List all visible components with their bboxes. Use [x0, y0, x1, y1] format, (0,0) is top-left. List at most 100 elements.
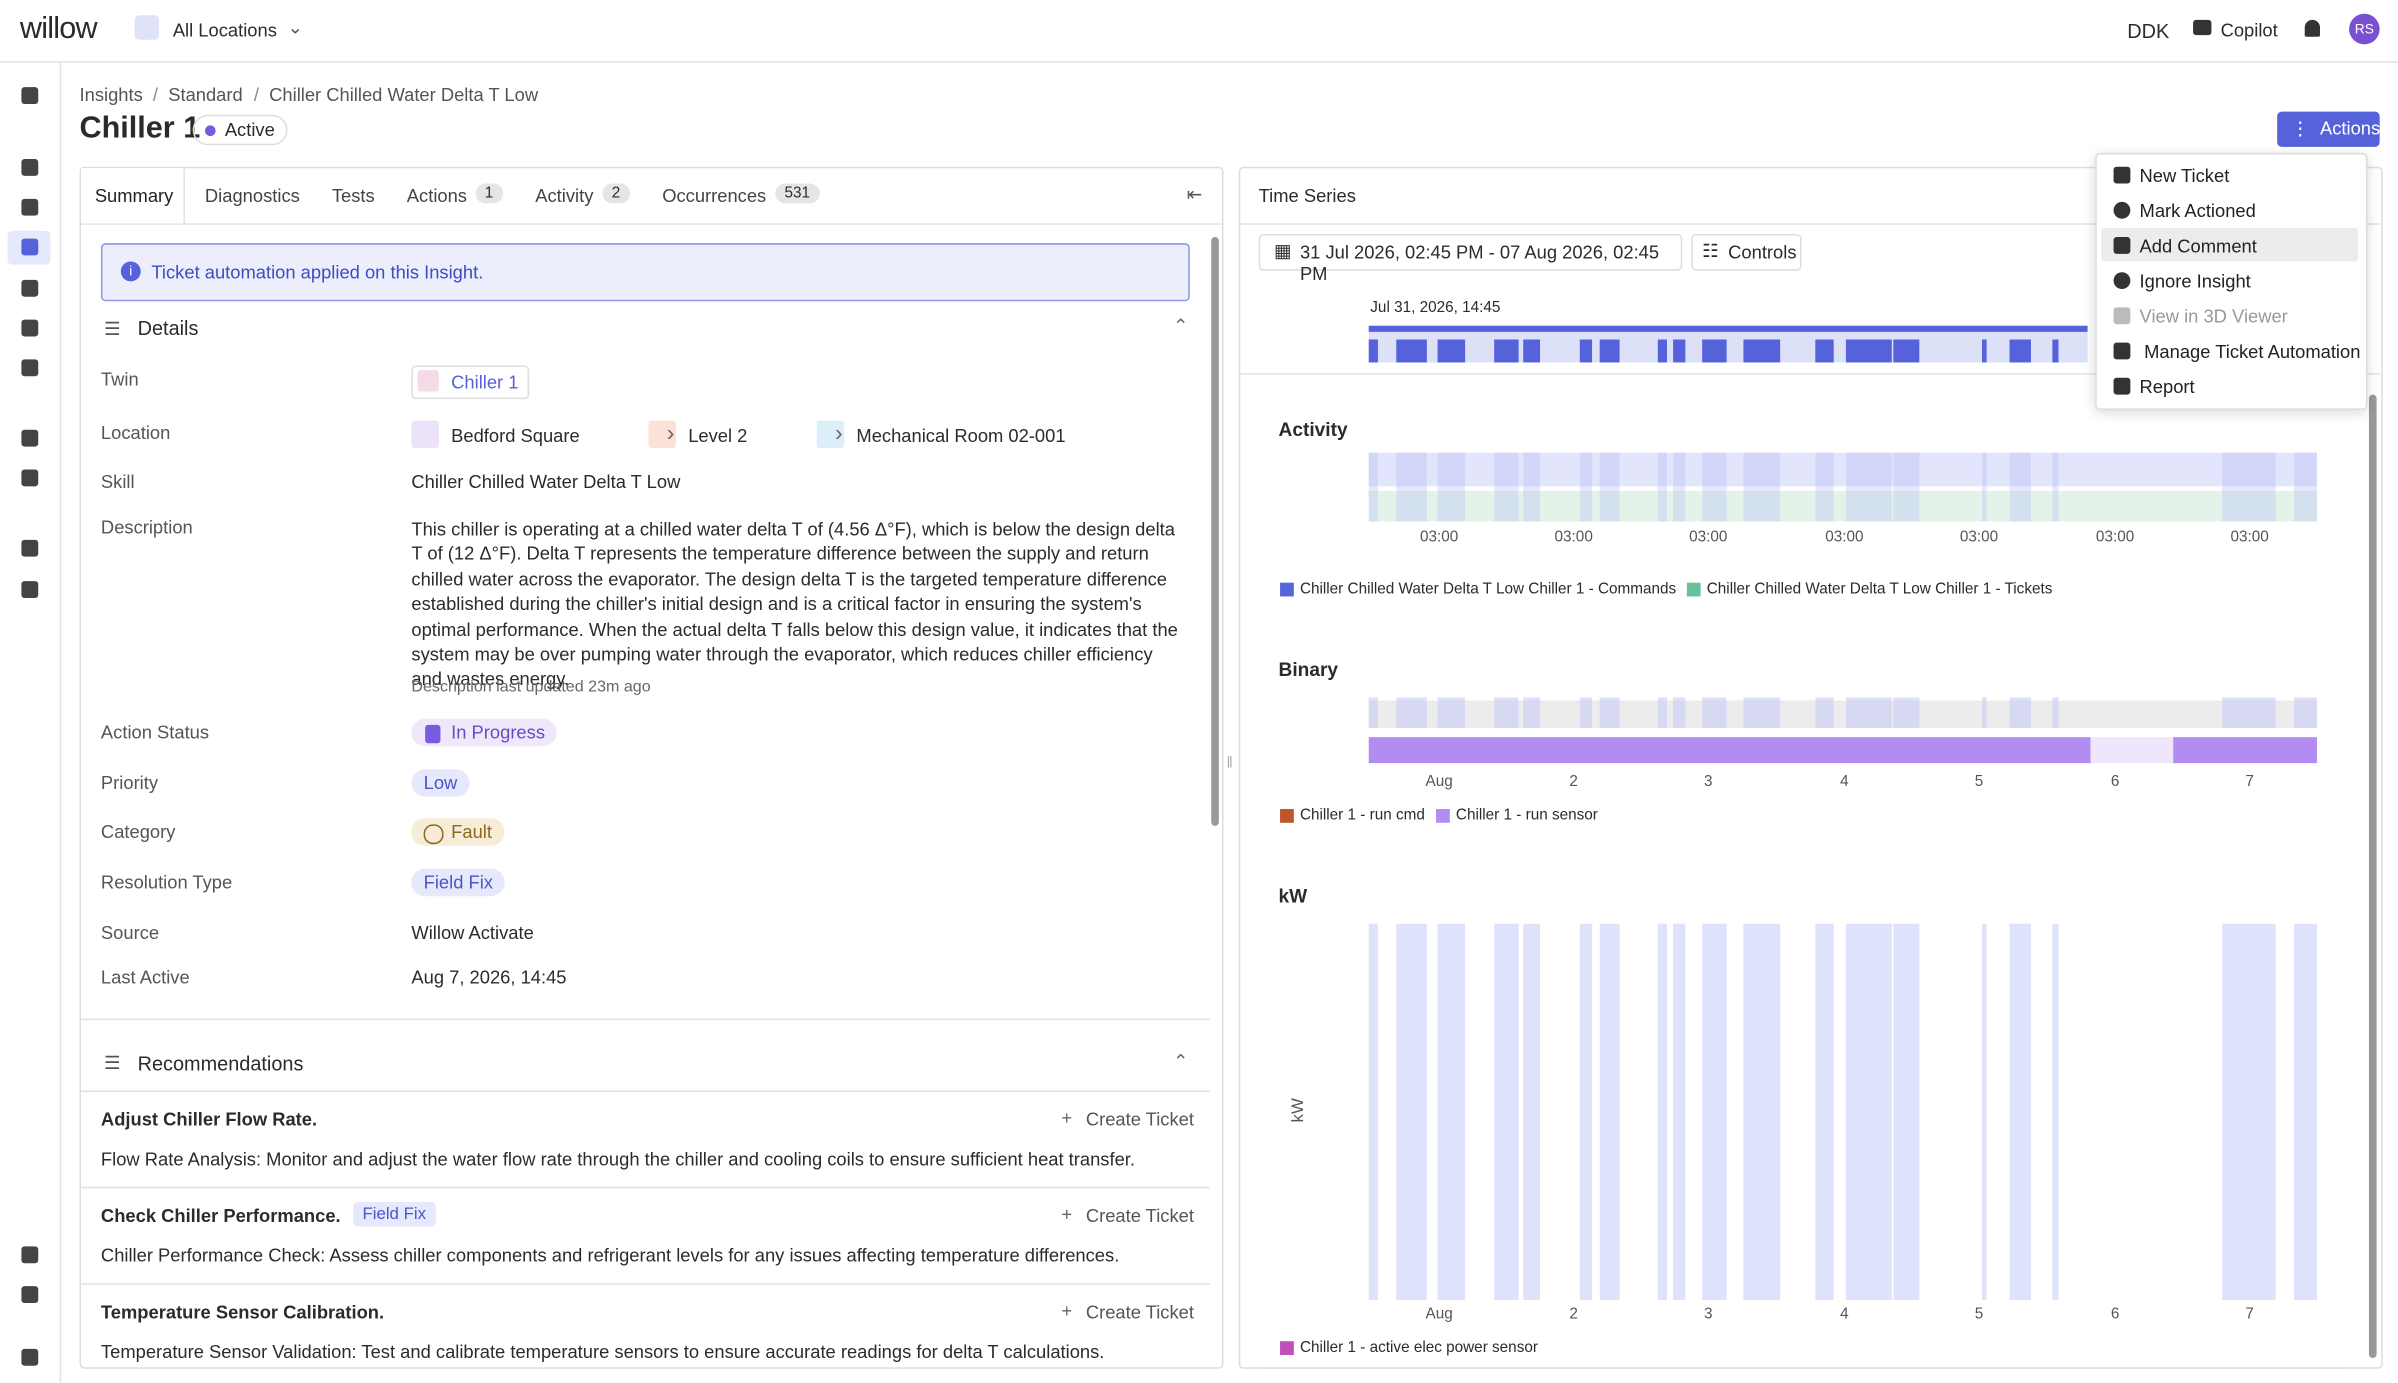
create-ticket[interactable]: Create Ticket — [1085, 1108, 1194, 1131]
location-item[interactable]: Bedford Square — [451, 425, 580, 447]
menu-hover — [2101, 227, 2359, 262]
page-title: Chiller 1 — [79, 111, 201, 146]
nav-icon[interactable] — [21, 319, 39, 337]
skill: Chiller Chilled Water Delta T Low — [411, 471, 681, 493]
actions-button[interactable]: ⋮ Actions — [2277, 111, 2380, 147]
menu-icon — [2113, 307, 2131, 325]
rec-text: Temperature Sensor Validation: Test and … — [100, 1341, 1105, 1363]
logo[interactable]: willow — [19, 12, 98, 46]
nav-icon[interactable] — [21, 198, 39, 216]
chevron: ⌄ — [287, 16, 303, 39]
legend-swatch — [1280, 1341, 1294, 1355]
nav-icon[interactable] — [21, 238, 39, 256]
range-band — [1982, 339, 1987, 363]
y-axis-label: kW — [1289, 1098, 1308, 1123]
nav-icon[interactable] — [21, 359, 39, 377]
create-ticket[interactable]: Create Ticket — [1085, 1301, 1194, 1323]
controls: Controls — [1728, 241, 1797, 264]
sidebar — [0, 62, 62, 1383]
collapse[interactable]: ⇤ — [1186, 183, 1203, 205]
site[interactable]: DDK — [2127, 19, 2170, 43]
binary-band — [1845, 697, 1892, 728]
x-tick-label: 4 — [1840, 1306, 1849, 1323]
breadcrumb-item[interactable]: Standard — [153, 84, 243, 105]
menu-item[interactable]: Mark Actioned — [2139, 200, 2256, 222]
range-band — [2052, 339, 2059, 363]
breadcrumb-item[interactable]: Insights — [79, 84, 143, 106]
range-band — [1815, 339, 1834, 363]
tab[interactable]: Occurrences — [662, 185, 767, 207]
activity-band — [2294, 452, 2317, 522]
banner: i Ticket automation applied on this Insig… — [100, 243, 1190, 302]
twin-chip[interactable]: Chiller 1 — [411, 365, 530, 400]
binary-band — [1599, 697, 1620, 728]
avatar[interactable]: RS — [2349, 13, 2380, 45]
range-handle — [1368, 325, 2088, 332]
nav-icon[interactable] — [21, 469, 39, 487]
menu-item[interactable]: Add Comment — [2139, 235, 2257, 257]
menu-item[interactable]: Report — [2139, 376, 2195, 398]
range-band — [1657, 339, 1667, 363]
nav-icon[interactable] — [21, 1286, 39, 1303]
collapse-details[interactable]: ⌃ — [1173, 315, 1189, 337]
activity-band — [1368, 452, 1378, 522]
menu-item[interactable]: New Ticket — [2139, 165, 2230, 187]
location-item[interactable]: Mechanical Room 02-001 — [835, 421, 1066, 447]
tab[interactable]: Actions — [406, 185, 467, 207]
legend-label: Chiller Chilled Water Delta T Low Chille… — [1706, 581, 2053, 598]
nav-icon[interactable] — [21, 1348, 39, 1366]
breadcrumb-item[interactable]: Chiller Chilled Water Delta T Low — [254, 84, 538, 105]
binary-band — [1437, 697, 1466, 728]
status: Active — [224, 119, 275, 141]
detail-label: Location — [100, 422, 171, 444]
kw-band — [2009, 923, 2031, 1300]
menu-icon — [2113, 166, 2131, 184]
binary-band — [1396, 697, 1427, 728]
rec-title: Temperature Sensor Calibration. — [100, 1301, 385, 1323]
divider — [81, 1186, 1210, 1189]
controls-button[interactable]: ☷ Controls — [1691, 233, 1802, 271]
scrollbar[interactable] — [2368, 394, 2377, 1359]
tab[interactable]: Diagnostics — [204, 185, 300, 207]
detail-label: Action Status — [100, 721, 210, 744]
ts-title: Time Series — [1258, 185, 1356, 207]
activity-band — [1702, 452, 1727, 522]
range-band — [1368, 339, 1378, 363]
date-range: 31 Jul 2026, 02:45 PM - 07 Aug 2026, 02:… — [1299, 241, 1660, 285]
resize-handle[interactable]: ‖ — [1226, 755, 1233, 773]
x-tick-label: 03:00 — [1959, 529, 1999, 546]
menu-item[interactable]: Manage Ticket Automation — [2144, 341, 2361, 363]
menu-item[interactable]: Ignore Insight — [2139, 270, 2251, 293]
x-tick-label: 03:00 — [1554, 529, 1593, 546]
activity-band — [1396, 452, 1427, 522]
create-ticket[interactable]: Create Ticket — [1085, 1205, 1194, 1227]
x-tick-label: 5 — [1974, 1306, 1984, 1323]
binary-band — [2222, 697, 2276, 728]
divider — [81, 1090, 1210, 1092]
kw-band — [1368, 923, 1378, 1300]
nav-icon[interactable] — [21, 1246, 39, 1264]
nav-icon[interactable] — [21, 159, 39, 176]
tab[interactable]: Tests — [331, 185, 375, 207]
nav-icon[interactable] — [21, 279, 39, 297]
nav-icon[interactable] — [21, 429, 39, 447]
nav-icon[interactable] — [21, 581, 39, 598]
binary-band — [1523, 697, 1541, 728]
activity-band — [1494, 452, 1519, 522]
copilot[interactable]: Copilot — [2220, 19, 2278, 42]
scrollbar[interactable] — [1211, 237, 1219, 826]
tab-divider — [81, 223, 1222, 225]
bell[interactable] — [2304, 19, 2321, 37]
binary-band — [1368, 697, 1378, 728]
tab[interactable]: Activity — [535, 185, 594, 207]
x-tick-label: 03:00 — [1419, 529, 1459, 546]
nav-icon[interactable] — [21, 87, 39, 104]
topbar — [0, 0, 2398, 63]
x-tick-label: 3 — [1704, 773, 1713, 791]
tab[interactable]: Summary — [94, 185, 174, 207]
location-item[interactable]: Level 2 — [667, 421, 747, 447]
location-select[interactable]: All Locations — [172, 19, 277, 42]
nav-icon[interactable] — [21, 539, 39, 557]
collapse-recs[interactable]: ⌃ — [1173, 1050, 1189, 1073]
date-picker[interactable]: ▦ 31 Jul 2026, 02:45 PM - 07 Aug 2026, 02… — [1258, 233, 1683, 284]
